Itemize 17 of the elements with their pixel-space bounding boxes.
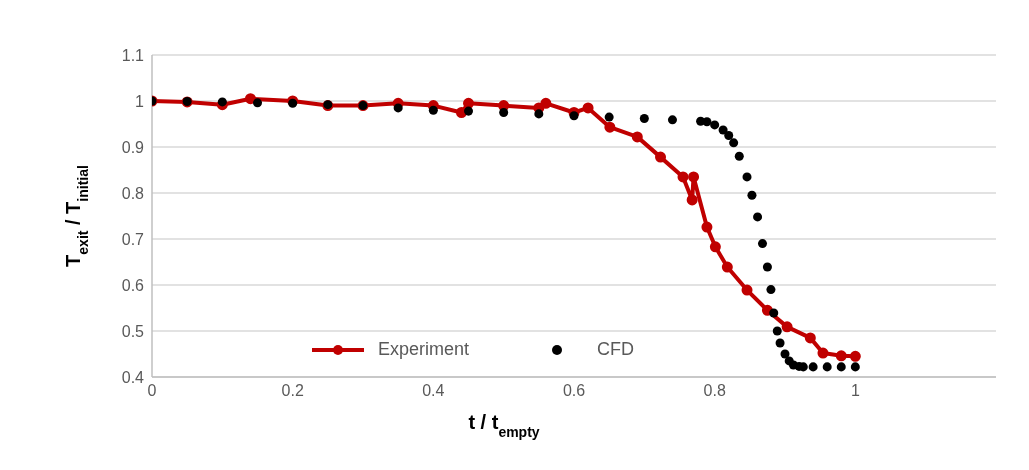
legend-label: CFD (597, 339, 635, 360)
y-tick-label: 0.4 (121, 368, 145, 386)
y-tick-label: 0.8 (121, 184, 145, 202)
y-tick-label: 0.9 (121, 138, 145, 156)
x-tick-label: 0.4 (422, 382, 445, 400)
x-tick-label: 1 (850, 382, 860, 400)
legend-label: Experiment (378, 339, 470, 360)
x-tick-label: 0.2 (281, 382, 304, 400)
y-tick-label: 0.6 (121, 276, 145, 294)
y-tick-label: 1 (135, 92, 145, 110)
x-axis-title: t / t$_{empty}$ (468, 411, 540, 440)
x-tick-label: 0.8 (703, 382, 726, 400)
x-tick-label: 0.6 (562, 382, 586, 400)
y-tick-label: 0.5 (121, 322, 145, 340)
y-tick-label: 0.7 (121, 230, 145, 248)
y-tick-label: 1.1 (121, 46, 145, 64)
x-tick-label: 0 (147, 382, 157, 400)
